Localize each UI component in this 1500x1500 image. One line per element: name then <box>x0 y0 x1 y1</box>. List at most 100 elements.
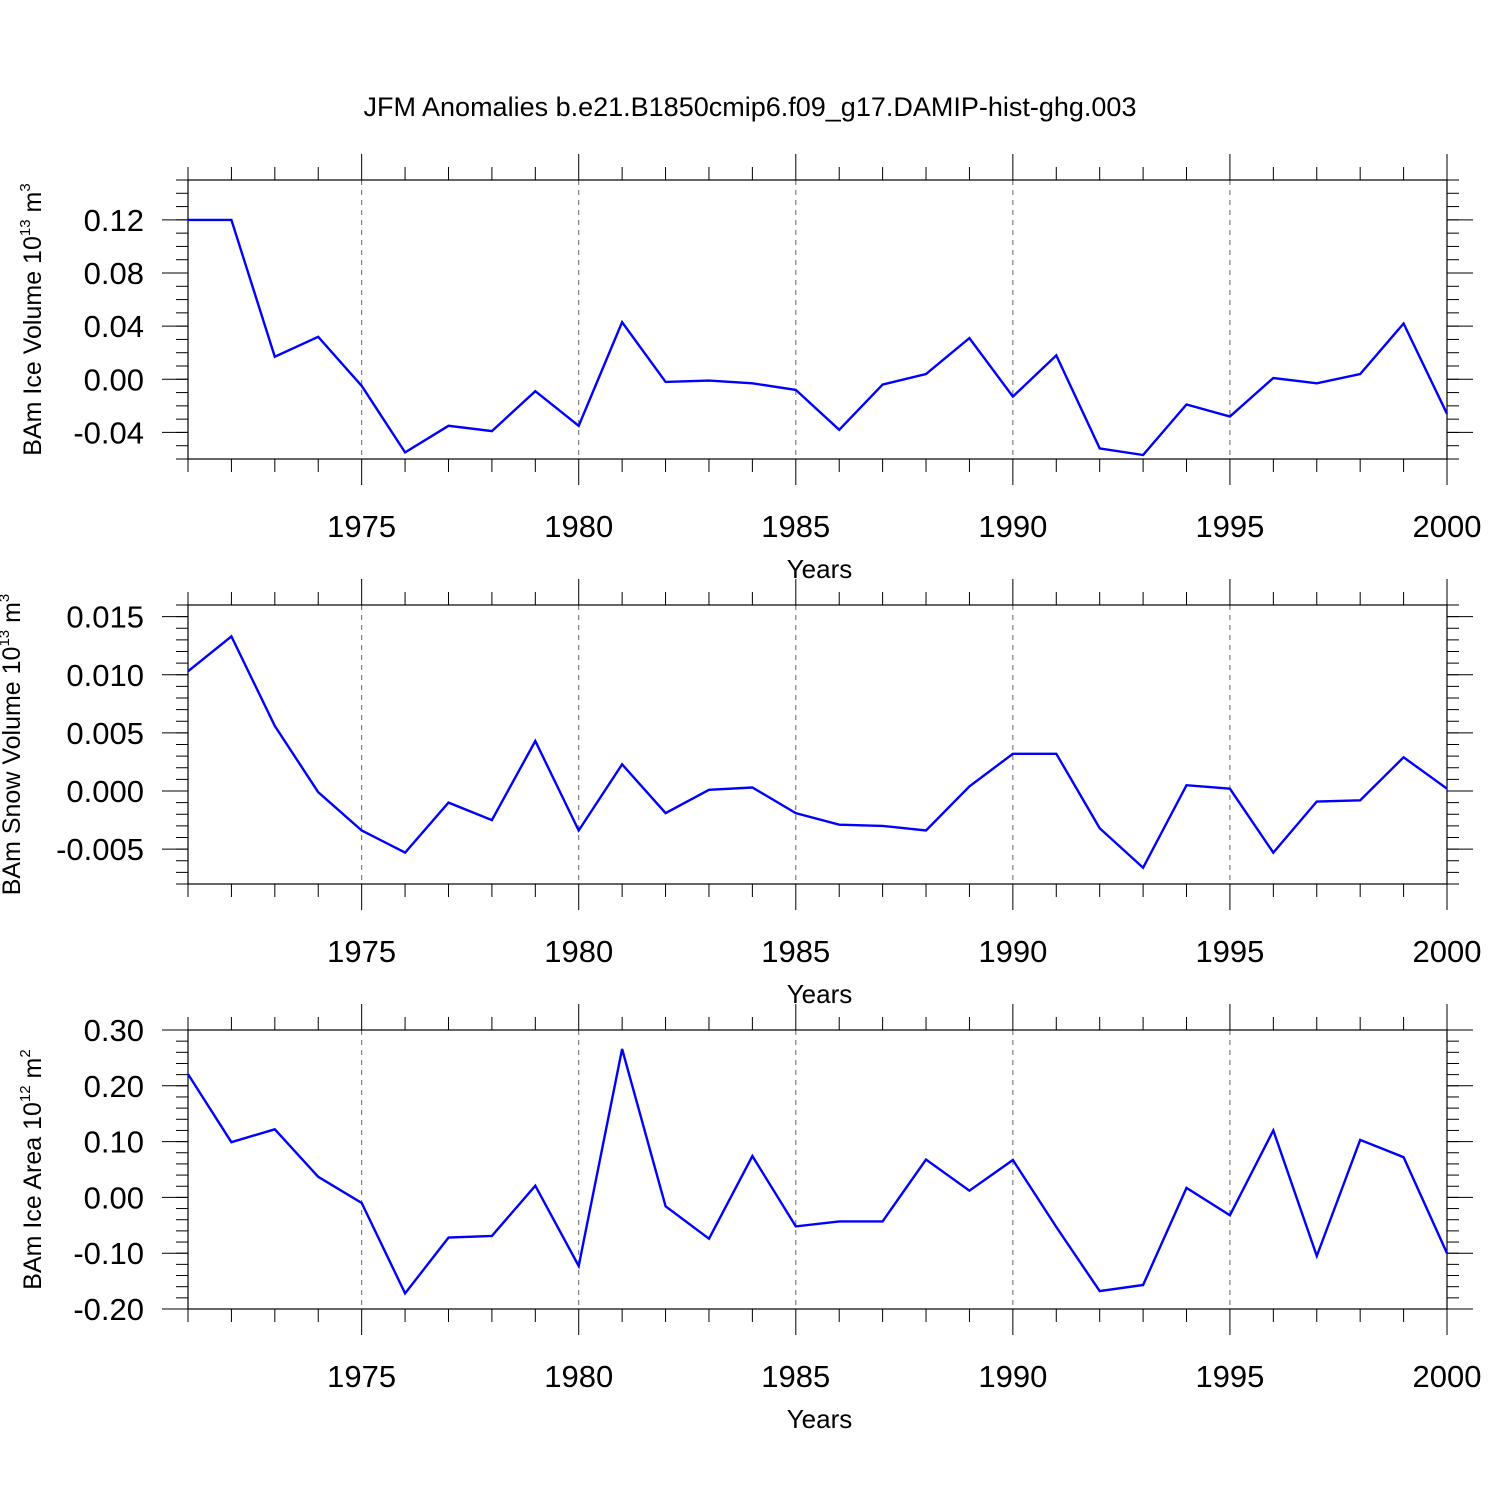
x-tick-label: 1985 <box>761 934 830 969</box>
data-point <box>1358 372 1362 376</box>
x-tick-label: 1985 <box>761 509 830 544</box>
x-tick-label: 1995 <box>1195 934 1264 969</box>
data-point <box>403 1291 407 1295</box>
data-point <box>446 424 450 428</box>
plot-frame <box>187 179 1448 460</box>
data-point <box>664 380 668 384</box>
data-point <box>1185 783 1189 787</box>
data-point <box>1011 395 1015 399</box>
y-tick-label: 0.30 <box>84 1013 144 1048</box>
data-point <box>620 320 624 324</box>
data-point <box>1141 453 1145 457</box>
data-point <box>967 336 971 340</box>
x-tick-label: 1990 <box>978 509 1047 544</box>
y-tick-label: 0.000 <box>66 774 144 809</box>
data-point <box>1098 446 1102 450</box>
data-point <box>1098 1289 1102 1293</box>
data-point <box>837 823 841 827</box>
data-point <box>1228 1213 1232 1217</box>
x-tick-label: 1975 <box>327 509 396 544</box>
y-tick-label: 0.20 <box>84 1069 144 1104</box>
data-point <box>967 1189 971 1193</box>
data-point <box>881 1219 885 1223</box>
data-point <box>750 786 754 790</box>
data-point <box>1054 1225 1058 1229</box>
data-point <box>1271 1128 1275 1132</box>
data-point <box>1228 787 1232 791</box>
data-point <box>1315 381 1319 385</box>
data-point <box>316 790 320 794</box>
data-point <box>577 1264 581 1268</box>
data-point <box>1011 752 1015 756</box>
y-tick-label: 0.010 <box>66 658 144 693</box>
data-point <box>273 1127 277 1131</box>
data-point <box>316 335 320 339</box>
y-tick-label: 0.12 <box>84 203 144 238</box>
y-tick-label: 0.005 <box>66 716 144 751</box>
data-point <box>1445 412 1449 416</box>
x-tick-label: 1995 <box>1195 1359 1264 1394</box>
y-tick-label: -0.20 <box>73 1292 144 1327</box>
y-axis-label: BAm Ice Area 1012 m2 <box>17 1049 47 1289</box>
data-point <box>1315 799 1319 803</box>
y-tick-label: 0.00 <box>84 1180 144 1215</box>
data-point <box>360 1201 364 1205</box>
data-point <box>924 372 928 376</box>
x-tick-label: 1980 <box>544 509 613 544</box>
y-axis-label: BAm Snow Volume 1013 m3 <box>0 594 26 896</box>
data-point <box>1445 1251 1449 1255</box>
data-point <box>837 1219 841 1223</box>
data-point <box>1011 1158 1015 1162</box>
y-tick-label: 0.00 <box>84 362 144 397</box>
data-point <box>707 1237 711 1241</box>
data-point <box>1054 353 1058 357</box>
data-point <box>1271 851 1275 855</box>
data-point <box>664 1204 668 1208</box>
data-point <box>273 724 277 728</box>
y-tick-label: -0.10 <box>73 1236 144 1271</box>
data-point <box>360 829 364 833</box>
data-point <box>837 428 841 432</box>
data-point <box>1315 1254 1319 1258</box>
data-point <box>186 1072 190 1076</box>
x-tick-label: 2000 <box>1413 509 1482 544</box>
data-point <box>273 355 277 359</box>
data-point <box>750 381 754 385</box>
y-tick-label: -0.005 <box>56 832 144 867</box>
y-tick-label: 0.08 <box>84 256 144 291</box>
data-point <box>794 811 798 815</box>
data-point <box>1098 826 1102 830</box>
x-tick-label: 1990 <box>978 934 1047 969</box>
series-line <box>187 634 1448 870</box>
data-point <box>577 424 581 428</box>
data-point <box>924 829 928 833</box>
y-tick-label: 0.015 <box>66 600 144 635</box>
data-point <box>1141 1283 1145 1287</box>
panel-2: 1975 1980 1985 1990 1995 2000 Years -0.005 0.000… <box>0 579 1481 1009</box>
x-axis-label: Years <box>787 1404 853 1434</box>
data-point <box>403 851 407 855</box>
data-point <box>881 383 885 387</box>
data-point <box>577 829 581 833</box>
data-point <box>446 1236 450 1240</box>
x-tick-label: 1980 <box>544 934 613 969</box>
data-point <box>1358 798 1362 802</box>
data-point <box>1271 376 1275 380</box>
x-axis-label: Years <box>787 554 853 584</box>
x-tick-label: 2000 <box>1413 1359 1482 1394</box>
x-tick-label: 1975 <box>327 1359 396 1394</box>
data-point <box>533 389 537 393</box>
x-tick-label: 1975 <box>327 934 396 969</box>
data-point <box>967 784 971 788</box>
data-point <box>1054 752 1058 756</box>
data-point <box>490 1234 494 1238</box>
data-point <box>403 450 407 454</box>
data-point <box>316 1175 320 1179</box>
y-axis-label: BAm Ice Volume 1013 m3 <box>17 183 47 455</box>
chart-title: JFM Anomalies b.e21.B1850cmip6.f09_g17.D… <box>364 92 1137 122</box>
data-point <box>794 388 798 392</box>
data-point <box>229 1140 233 1144</box>
data-point <box>1358 1138 1362 1142</box>
panel-3: 1975 1980 1985 1990 1995 2000 Years -0.20 -0.10 0… <box>17 1004 1481 1434</box>
